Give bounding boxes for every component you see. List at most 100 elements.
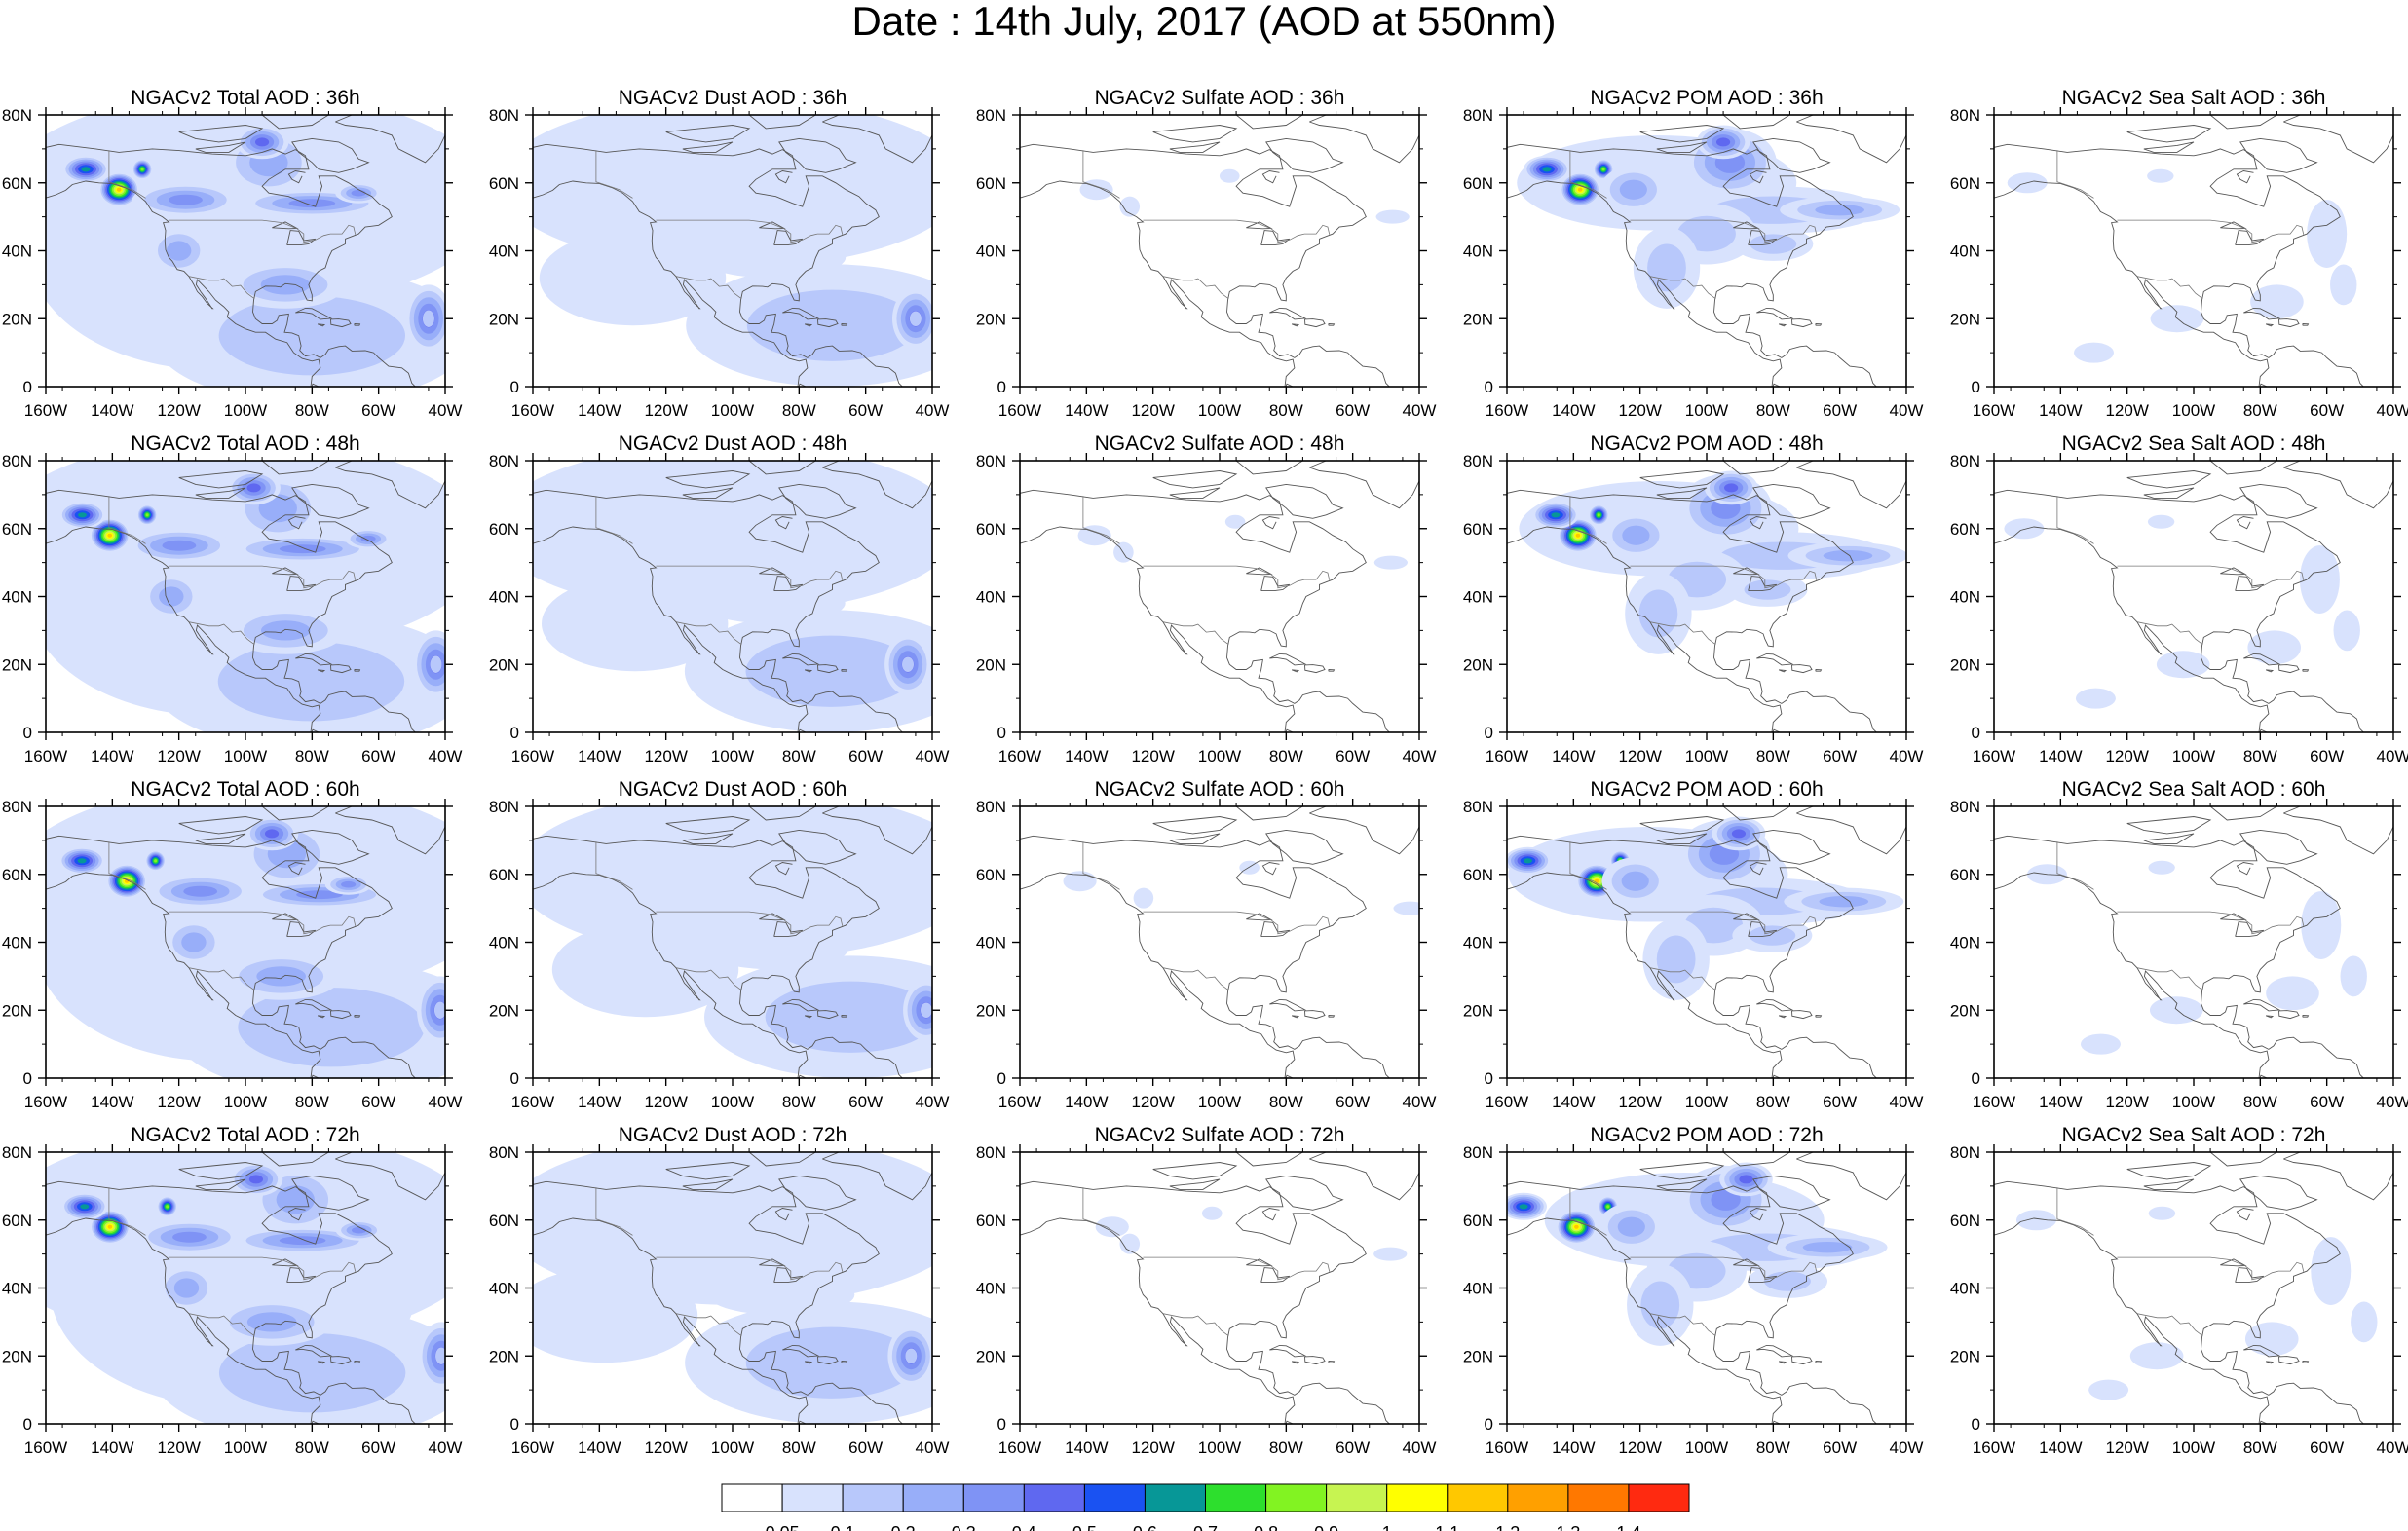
aod-contour bbox=[1715, 137, 1731, 147]
lat-tick-label: 60N bbox=[489, 1212, 519, 1230]
country-border bbox=[595, 841, 844, 991]
aod-field bbox=[1507, 1162, 1888, 1346]
panel-title: NGACv2 Total AOD : 72h bbox=[131, 1124, 359, 1146]
coastline bbox=[533, 461, 932, 732]
lon-tick-label: 40W bbox=[1890, 401, 1924, 420]
aod-field bbox=[533, 461, 932, 732]
lon-tick-label: 40W bbox=[916, 747, 950, 766]
map-panel: NGACv2 Dust AOD : 72h 160W 140W 120W 100W 80W… bbox=[489, 1124, 950, 1457]
lat-tick-label: 20N bbox=[976, 310, 1006, 328]
lat-tick-label: 40N bbox=[2, 588, 32, 607]
lon-tick-label: 120W bbox=[1618, 1438, 1661, 1457]
lon-tick-label: 80W bbox=[1756, 1438, 1790, 1457]
lat-tick-label: 60N bbox=[2, 1212, 32, 1230]
lon-tick-label: 80W bbox=[295, 1438, 329, 1457]
lat-tick-label: 20N bbox=[1463, 1001, 1493, 1020]
lat-tick-label: 0 bbox=[1972, 1069, 1980, 1088]
aod-contour bbox=[159, 586, 184, 607]
coastline bbox=[1994, 1152, 2393, 1424]
coastline bbox=[533, 1152, 932, 1424]
lat-tick-label: 40N bbox=[1950, 243, 1980, 261]
aod-contour bbox=[154, 859, 158, 863]
lat-tick-label: 20N bbox=[1950, 1347, 1980, 1365]
aod-contour bbox=[1617, 1216, 1645, 1237]
lat-tick-label: 40N bbox=[1463, 1280, 1493, 1298]
coastline bbox=[1507, 461, 1906, 732]
lat-tick-label: 0 bbox=[23, 1415, 32, 1434]
lon-tick-label: 100W bbox=[1198, 1438, 1241, 1457]
aod-contour bbox=[217, 641, 405, 722]
panel-title: NGACv2 POM AOD : 48h bbox=[1590, 432, 1823, 455]
lat-tick-label: 0 bbox=[997, 1415, 1006, 1434]
lon-tick-label: 140W bbox=[2039, 1093, 2082, 1111]
lon-tick-label: 40W bbox=[1890, 1093, 1924, 1111]
aod-contour bbox=[2266, 976, 2319, 1011]
aod-contour bbox=[2148, 860, 2175, 875]
lat-tick-label: 0 bbox=[23, 724, 32, 742]
aod-contour bbox=[2015, 1210, 2056, 1231]
lon-tick-label: 80W bbox=[782, 1438, 816, 1457]
lon-tick-label: 40W bbox=[1890, 1438, 1924, 1457]
lat-tick-label: 0 bbox=[1972, 724, 1980, 742]
aod-contour bbox=[905, 1348, 918, 1364]
aod-contour bbox=[1640, 1281, 1680, 1329]
aod-contour bbox=[260, 620, 311, 641]
lon-tick-label: 160W bbox=[24, 1438, 67, 1457]
lon-tick-label: 100W bbox=[2172, 1093, 2215, 1111]
aod-contour bbox=[539, 230, 727, 326]
aod-contour bbox=[260, 275, 311, 295]
aod-contour bbox=[1601, 168, 1605, 171]
aod-contour bbox=[77, 512, 87, 518]
aod-contour bbox=[2147, 168, 2174, 183]
panel-title: NGACv2 Total AOD : 36h bbox=[131, 87, 359, 109]
colorbar-label: 0.4 bbox=[1012, 1523, 1036, 1531]
lon-tick-label: 160W bbox=[1486, 1438, 1528, 1457]
lat-tick-label: 0 bbox=[997, 1069, 1006, 1088]
aod-contour bbox=[166, 241, 192, 261]
lon-tick-label: 40W bbox=[429, 1438, 463, 1457]
lat-tick-label: 40N bbox=[1950, 934, 1980, 952]
lat-tick-label: 40N bbox=[1950, 1280, 1980, 1298]
lat-tick-label: 40N bbox=[976, 243, 1006, 261]
aod-contour bbox=[1519, 1204, 1528, 1210]
aod-contour bbox=[351, 1226, 367, 1234]
lon-tick-label: 120W bbox=[1131, 1438, 1174, 1457]
map-panel: NGACv2 Total AOD : 48h 160W 140W 120W 100W 80… bbox=[2, 432, 463, 766]
lon-tick-label: 40W bbox=[1403, 1438, 1437, 1457]
lat-tick-label: 0 bbox=[997, 378, 1006, 396]
aod-contour bbox=[166, 1205, 169, 1209]
lat-tick-label: 40N bbox=[976, 934, 1006, 952]
aod-contour bbox=[2333, 610, 2360, 652]
lon-tick-label: 140W bbox=[1065, 1438, 1108, 1457]
lat-tick-label: 0 bbox=[23, 378, 32, 396]
coastline bbox=[46, 806, 445, 1078]
aod-contour bbox=[107, 1224, 113, 1229]
aod-contour bbox=[246, 483, 261, 493]
lat-tick-label: 80N bbox=[1950, 798, 1980, 816]
coastline bbox=[1507, 1152, 1906, 1424]
lon-tick-label: 60W bbox=[1823, 747, 1857, 766]
coastline bbox=[46, 115, 445, 387]
lon-tick-label: 40W bbox=[916, 1093, 950, 1111]
lat-tick-label: 40N bbox=[976, 1280, 1006, 1298]
colorbar-label: 1.3 bbox=[1556, 1523, 1580, 1531]
lat-tick-label: 0 bbox=[1972, 378, 1980, 396]
lon-tick-label: 120W bbox=[157, 401, 200, 420]
lon-tick-label: 120W bbox=[157, 1438, 200, 1457]
figure-title: Date : 14th July, 2017 (AOD at 550nm) bbox=[851, 0, 1557, 44]
panel-title: NGACv2 Sea Salt AOD : 72h bbox=[2062, 1124, 2326, 1146]
colorbar-label: 0.05 bbox=[766, 1523, 800, 1531]
lon-tick-label: 160W bbox=[1486, 1093, 1528, 1111]
colorbar-label: 1.2 bbox=[1495, 1523, 1520, 1531]
lon-tick-label: 60W bbox=[1823, 1438, 1857, 1457]
aod-contour bbox=[2301, 891, 2342, 959]
lon-tick-label: 100W bbox=[224, 747, 267, 766]
lon-tick-label: 160W bbox=[1486, 747, 1528, 766]
country-border bbox=[108, 841, 357, 991]
lat-tick-label: 60N bbox=[1463, 520, 1493, 539]
aod-contour bbox=[1373, 1247, 1408, 1261]
panel-title: NGACv2 Sea Salt AOD : 60h bbox=[2062, 778, 2326, 801]
aod-field bbox=[533, 1152, 932, 1424]
aod-contour bbox=[433, 1001, 445, 1019]
